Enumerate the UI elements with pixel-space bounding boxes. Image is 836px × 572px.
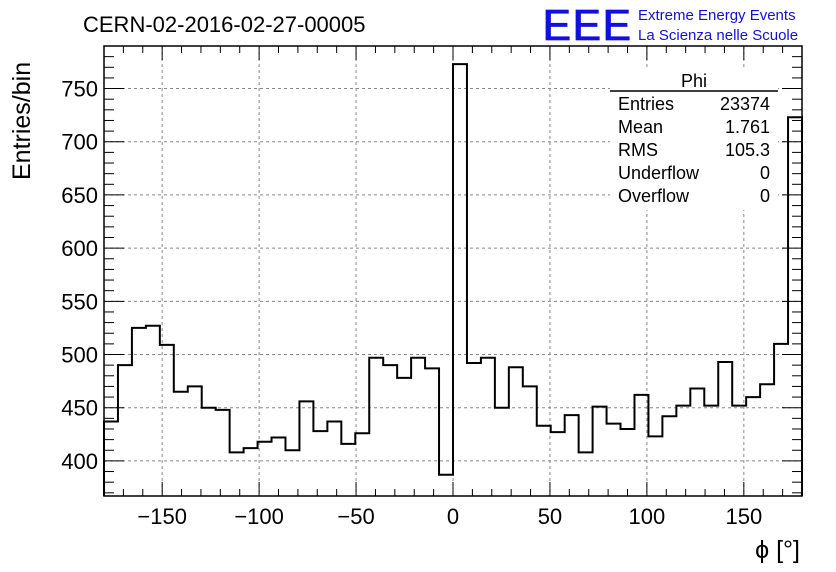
histogram-bin: [411, 358, 425, 496]
histogram-bin: [118, 365, 132, 496]
x-axis-label: ϕ [°]: [755, 536, 800, 564]
histogram-bin: [551, 432, 565, 496]
histogram-bin: [621, 429, 635, 496]
histogram-bin: [272, 437, 286, 496]
stats-row-label: Mean: [618, 117, 663, 137]
histogram-bin: [481, 358, 495, 496]
stats-row-value: 23374: [720, 94, 770, 114]
y-tick-label: 700: [61, 130, 98, 155]
x-tick-label: 50: [538, 504, 562, 529]
stats-row-label: Entries: [618, 94, 674, 114]
histogram-bin: [579, 452, 593, 496]
brand-line-2: La Scienza nelle Scuole: [638, 27, 798, 44]
y-tick-label: 550: [61, 289, 98, 314]
histogram-bin: [383, 365, 397, 496]
histogram-bin: [565, 415, 579, 496]
histogram-bin: [244, 448, 258, 496]
histogram-bin: [299, 401, 313, 496]
y-tick-label: 500: [61, 343, 98, 368]
x-tick-label: −100: [234, 504, 284, 529]
eee-logo: EEE: [541, 0, 632, 52]
x-tick-label: −50: [337, 504, 374, 529]
histogram-bin: [676, 406, 690, 496]
y-axis: 400 450 500 550 600 650 700 750: [61, 45, 802, 494]
y-tick-label: 650: [61, 183, 98, 208]
histogram-bin: [704, 406, 718, 496]
histogram-bin: [509, 367, 523, 496]
histogram-bin: [537, 426, 551, 496]
y-tick-label: 600: [61, 236, 98, 261]
histogram-bin: [174, 392, 188, 496]
stats-row-label: RMS: [618, 140, 658, 160]
histogram-bin: [439, 475, 453, 496]
histogram-bin: [774, 344, 788, 496]
histogram-bin: [397, 378, 411, 496]
histogram-bin: [216, 410, 230, 496]
histogram-bin: [662, 416, 676, 496]
histogram-bin: [327, 422, 341, 496]
histogram-bin: [132, 328, 146, 496]
stats-row-label: Overflow: [618, 186, 690, 206]
x-tick-label: −150: [137, 504, 187, 529]
histogram-bin: [355, 433, 369, 496]
histogram-bin: [285, 450, 299, 496]
histogram-bin: [634, 395, 648, 496]
histogram-bin: [648, 436, 662, 496]
histogram-bin: [467, 363, 481, 496]
y-tick-label: 400: [61, 449, 98, 474]
histogram-bin: [146, 326, 160, 496]
histogram-bin: [523, 386, 537, 496]
histogram-bin: [369, 358, 383, 496]
histogram-bin: [104, 422, 118, 496]
histogram-bin: [341, 444, 355, 496]
y-tick-label: 450: [61, 396, 98, 421]
histogram-bin: [453, 64, 467, 496]
x-tick-label: 0: [447, 504, 459, 529]
histogram-bin: [425, 368, 439, 496]
histogram-bin: [607, 424, 621, 496]
histogram-outline: [103, 63, 803, 496]
stats-row-value: 0: [760, 186, 770, 206]
histogram-bin: [160, 345, 174, 496]
histogram-bin: [746, 397, 760, 496]
stats-box-title: Phi: [681, 71, 707, 91]
histogram-series: [103, 63, 803, 496]
histogram-bin: [760, 384, 774, 496]
histogram-bin: [593, 407, 607, 496]
histogram-bin: [690, 389, 704, 496]
histogram-bin: [188, 386, 202, 496]
x-tick-label: 100: [629, 504, 666, 529]
histogram-bin: [495, 408, 509, 496]
stats-box: Phi Entries 23374 Mean 1.761 RMS 105.3 Underfl…: [610, 70, 778, 210]
stats-row-value: 0: [760, 163, 770, 183]
histogram-bin: [718, 362, 732, 496]
stats-row-label: Underflow: [618, 163, 700, 183]
histogram-bin: [230, 452, 244, 496]
brand-line-1: Extreme Energy Events: [638, 7, 796, 24]
y-tick-label: 750: [61, 77, 98, 102]
histogram-bin: [313, 431, 327, 496]
x-tick-label: 150: [725, 504, 762, 529]
histogram-bin: [202, 408, 216, 496]
y-axis-label: Entries/bin: [8, 62, 36, 180]
stats-box-bg: [610, 70, 778, 210]
stats-row-value: 1.761: [725, 117, 770, 137]
histogram-bin: [258, 442, 272, 496]
stats-row-value: 105.3: [725, 140, 770, 160]
eee-logo-text: EEE: [542, 0, 632, 51]
x-axis: −150 −100 −50 0 50 100 150: [122, 46, 784, 529]
chart-title: CERN-02-2016-02-27-00005: [83, 12, 366, 37]
